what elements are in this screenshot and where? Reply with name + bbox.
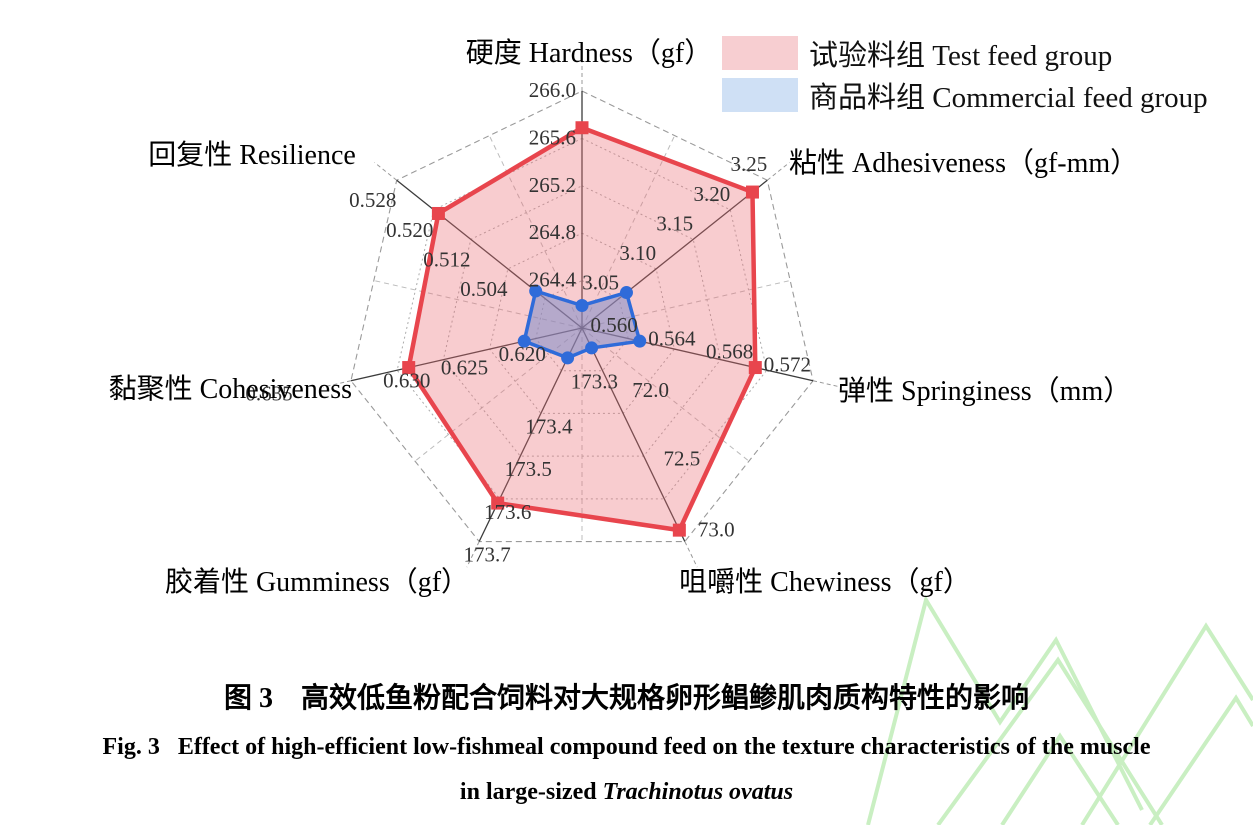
axis-title-hardness: 硬度 Hardness（gf） — [466, 37, 713, 69]
legend-item-commercial: 商品料组 Commercial feed group — [722, 75, 1208, 115]
axis-extension-gumminess — [466, 541, 480, 568]
axis-title-gumminess: 胶着性 Gumminess（gf） — [165, 566, 469, 598]
axis-title-springiness: 弹性 Springiness（mm） — [838, 375, 1131, 407]
data-point-test-springiness — [748, 361, 762, 375]
tick-label-gumminess-2: 173.5 — [505, 457, 552, 481]
data-point-commercial-chewiness — [585, 341, 599, 355]
figure-caption: 图 3 高效低鱼粉配合饲料对大规格卵形鲳鲹肌肉质构特性的影响 Fig. 3 Eff… — [0, 682, 1253, 807]
legend-label-test: 试验料组 Test feed group — [809, 40, 1113, 72]
data-point-test-cohesiveness — [402, 361, 416, 375]
tick-label-adhesiveness-1: 3.10 — [619, 241, 656, 265]
caption-english-line1: Fig. 3 Effect of high-efficient low-fishm… — [0, 732, 1253, 762]
data-point-test-hardness — [575, 121, 589, 135]
tick-label-adhesiveness-4: 3.25 — [731, 152, 768, 176]
tick-label-hardness-1: 264.8 — [529, 220, 576, 244]
data-point-commercial-gumminess — [561, 351, 575, 365]
radar-chart: 264.4264.8265.2265.6266.03.053.103.153.2… — [109, 37, 1139, 598]
axis-extension-adhesiveness — [766, 162, 790, 181]
legend-item-test: 试验料组 Test feed group — [722, 33, 1208, 73]
axis-extension-resilience — [374, 162, 398, 181]
tick-label-springiness-0: 0.560 — [591, 313, 638, 337]
tick-label-gumminess-4: 173.7 — [464, 543, 511, 567]
axis-extension-springiness — [812, 380, 841, 388]
tick-label-hardness-0: 264.4 — [529, 268, 577, 292]
data-point-commercial-springiness — [633, 334, 647, 348]
caption-chinese: 图 3 高效低鱼粉配合饲料对大规格卵形鲳鲹肌肉质构特性的影响 — [223, 683, 1029, 714]
data-point-commercial-adhesiveness — [619, 286, 633, 300]
tick-label-chewiness-0: 72.0 — [632, 378, 669, 402]
tick-label-adhesiveness-3: 3.20 — [693, 182, 730, 206]
tick-labels: 264.4264.8265.2265.6266.03.053.103.153.2… — [245, 78, 811, 567]
caption-fig-number: Fig. 3 — [102, 734, 160, 760]
tick-label-springiness-2: 0.568 — [706, 340, 753, 364]
series-markers-commercial — [517, 284, 647, 365]
caption-en-text: Effect of high-efficient low-fishmeal co… — [177, 734, 1151, 760]
data-point-commercial-hardness — [575, 298, 589, 312]
tick-label-chewiness-2: 73.0 — [698, 518, 735, 542]
legend-swatch-commercial — [722, 78, 798, 112]
data-point-commercial-cohesiveness — [517, 334, 531, 348]
tick-label-cohesiveness-1: 0.625 — [441, 355, 488, 379]
tick-label-resilience-3: 0.528 — [349, 188, 396, 212]
caption-english-line2: in large-sized Trachinotus ovatus — [0, 777, 1253, 807]
axis-title-adhesiveness: 粘性 Adhesiveness（gf-mm） — [789, 147, 1138, 179]
tick-label-adhesiveness-0: 3.05 — [582, 270, 619, 294]
tick-label-gumminess-3: 173.6 — [484, 500, 531, 524]
axis-extension-cohesiveness — [323, 380, 352, 388]
data-point-commercial-resilience — [529, 284, 543, 298]
tick-label-cohesiveness-2: 0.630 — [383, 369, 430, 393]
tick-label-springiness-1: 0.564 — [648, 326, 696, 350]
caption-species-italic: Trachinotus ovatus — [602, 779, 794, 805]
tick-label-cohesiveness-0: 0.620 — [499, 342, 546, 366]
data-point-test-resilience — [431, 206, 445, 220]
web-ring-4 — [396, 137, 768, 500]
tick-label-gumminess-0: 173.3 — [571, 370, 618, 394]
tick-label-cohesiveness-3: 0.635 — [245, 382, 292, 406]
axis-extension-chewiness — [684, 541, 698, 568]
data-point-test-chewiness — [672, 523, 686, 537]
legend-label-commercial: 商品料组 Commercial feed group — [809, 82, 1208, 114]
tick-label-adhesiveness-2: 3.15 — [656, 211, 693, 235]
web-ring-2 — [489, 232, 675, 414]
web-rings — [350, 90, 814, 543]
data-point-test-gumminess — [491, 496, 505, 510]
data-point-test-adhesiveness — [745, 185, 759, 199]
tick-label-hardness-2: 265.2 — [529, 173, 576, 197]
tick-label-gumminess-1: 173.4 — [525, 414, 573, 438]
series-polygon-commercial — [522, 289, 642, 360]
tick-label-hardness-3: 265.6 — [529, 125, 576, 149]
series-markers-test — [402, 121, 762, 537]
tick-label-resilience-1: 0.512 — [423, 247, 470, 271]
axis-title-chewiness: 咀嚼性 Chewiness（gf） — [679, 566, 971, 598]
axis-titles: 硬度 Hardness（gf） 粘性 Adhesiveness（gf-mm） 弹性 … — [109, 37, 1139, 598]
tick-label-chewiness-1: 72.5 — [664, 446, 701, 470]
axis-title-cohesiveness: 黏聚性 Cohesiveness — [109, 373, 352, 405]
tick-label-springiness-3: 0.572 — [764, 353, 811, 377]
legend-swatch-test — [722, 36, 798, 70]
caption-en-tail: in large-sized — [459, 779, 597, 805]
tick-label-resilience-0: 0.504 — [460, 277, 508, 301]
tick-label-resilience-2: 0.520 — [386, 218, 433, 242]
tick-label-hardness-4: 266.0 — [529, 78, 576, 102]
axis-spoke-chewiness — [581, 327, 686, 542]
axis-title-resilience: 回复性 Resilience — [148, 139, 356, 171]
web-ring-3 — [442, 185, 722, 457]
legend: 试验料组 Test feed group 商品料组 Commercial feed… — [722, 33, 1208, 117]
